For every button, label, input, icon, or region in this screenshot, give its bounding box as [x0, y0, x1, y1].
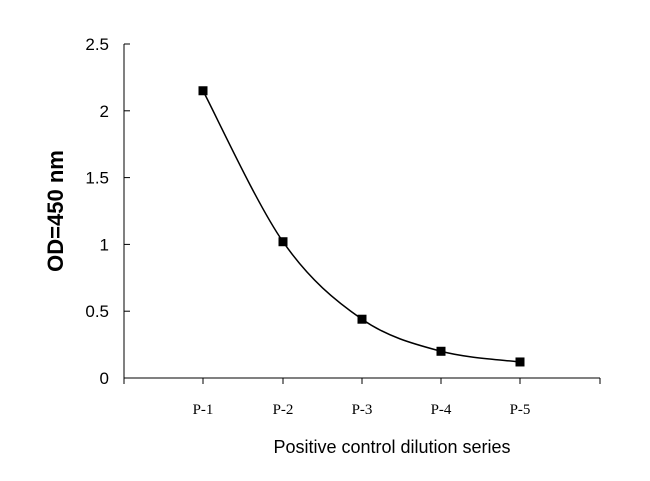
y-tick-label: 0 — [100, 369, 109, 388]
series-line — [202, 90, 521, 363]
x-tick-label: P-2 — [273, 402, 294, 418]
y-tick-label: 0.5 — [85, 302, 109, 321]
y-tick-label: 2 — [100, 102, 109, 121]
x-axis-ticks: P-1 P-2 P-3 P-4 P-5 — [123, 378, 601, 418]
y-tick-label: 1 — [100, 235, 109, 254]
y-tick-label: 1.5 — [85, 169, 109, 188]
x-tick-label: P-1 — [193, 402, 214, 418]
data-point-marker — [515, 357, 525, 367]
y-tick-label: 2.5 — [85, 35, 109, 54]
data-point-marker — [436, 346, 446, 356]
y-axis-ticks: 0 0.5 1 1.5 2 2.5 — [85, 35, 130, 388]
axes — [123, 44, 600, 379]
y-axis-title: OD=450 nm — [43, 150, 68, 272]
data-point-marker — [357, 314, 367, 324]
x-axis-title: Positive control dilution series — [273, 437, 510, 457]
x-tick-label: P-4 — [431, 402, 452, 418]
x-tick-label: P-5 — [510, 402, 531, 418]
x-tick-label: P-3 — [352, 402, 373, 418]
data-point-marker — [198, 86, 208, 96]
data-point-marker — [278, 237, 288, 247]
series-group — [198, 86, 525, 367]
